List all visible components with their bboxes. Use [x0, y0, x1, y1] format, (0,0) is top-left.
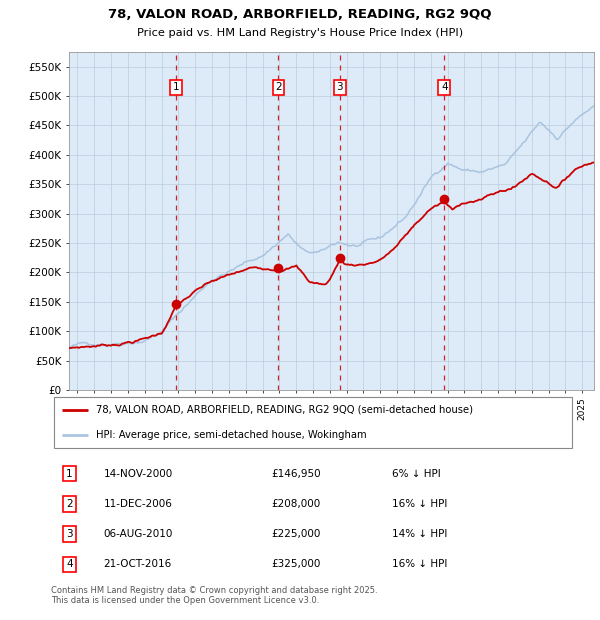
Text: £325,000: £325,000: [271, 559, 321, 569]
Text: HPI: Average price, semi-detached house, Wokingham: HPI: Average price, semi-detached house,…: [95, 430, 366, 440]
Text: 2: 2: [66, 499, 73, 509]
Text: 06-AUG-2010: 06-AUG-2010: [104, 529, 173, 539]
Text: £146,950: £146,950: [271, 469, 321, 479]
Text: 6% ↓ HPI: 6% ↓ HPI: [392, 469, 441, 479]
Text: 16% ↓ HPI: 16% ↓ HPI: [392, 559, 448, 569]
Text: 1: 1: [173, 82, 179, 92]
Text: 11-DEC-2006: 11-DEC-2006: [104, 499, 172, 509]
Text: 78, VALON ROAD, ARBORFIELD, READING, RG2 9QQ (semi-detached house): 78, VALON ROAD, ARBORFIELD, READING, RG2…: [95, 405, 473, 415]
Text: 1: 1: [66, 469, 73, 479]
Text: 4: 4: [66, 559, 73, 569]
Text: £225,000: £225,000: [271, 529, 321, 539]
Text: 16% ↓ HPI: 16% ↓ HPI: [392, 499, 448, 509]
Text: 3: 3: [337, 82, 343, 92]
Text: 21-OCT-2016: 21-OCT-2016: [104, 559, 172, 569]
Text: Contains HM Land Registry data © Crown copyright and database right 2025.
This d: Contains HM Land Registry data © Crown c…: [51, 586, 377, 605]
Text: £208,000: £208,000: [271, 499, 321, 509]
Text: Price paid vs. HM Land Registry's House Price Index (HPI): Price paid vs. HM Land Registry's House …: [137, 28, 463, 38]
Text: 14-NOV-2000: 14-NOV-2000: [104, 469, 173, 479]
Text: 3: 3: [66, 529, 73, 539]
Text: 14% ↓ HPI: 14% ↓ HPI: [392, 529, 448, 539]
FancyBboxPatch shape: [53, 397, 572, 448]
Text: 4: 4: [441, 82, 448, 92]
Text: 78, VALON ROAD, ARBORFIELD, READING, RG2 9QQ: 78, VALON ROAD, ARBORFIELD, READING, RG2…: [108, 8, 492, 21]
Text: 2: 2: [275, 82, 282, 92]
